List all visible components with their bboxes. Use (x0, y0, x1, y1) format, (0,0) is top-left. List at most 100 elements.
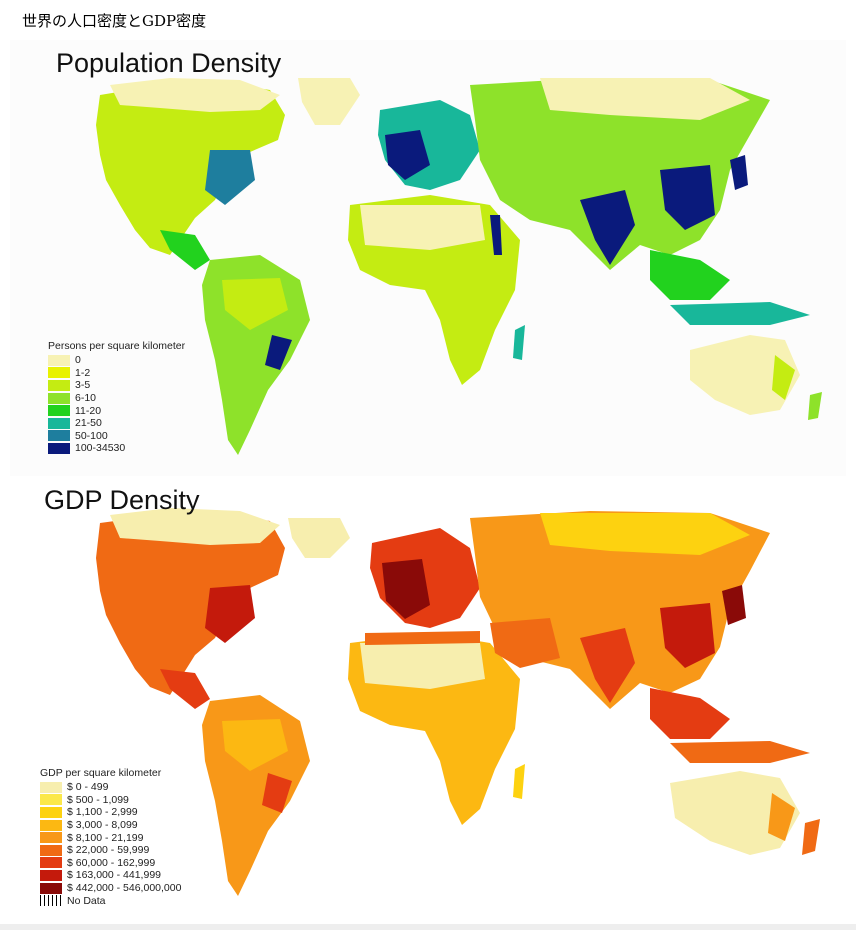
population-legend-swatch (48, 392, 70, 404)
region-nile (490, 215, 502, 255)
population-legend-items: 0 1-2 3-5 6-10 11-20 21-50 50-100 100-34530 (48, 354, 185, 455)
gdp-legend-items: $ 0 - 499 $ 500 - 1,099 $ 1,100 - 2,999 $ 3… (40, 781, 181, 894)
population-legend-label: 11-20 (75, 404, 102, 417)
gdp-legend-swatch (40, 819, 62, 831)
page-title: 世界の人口密度とGDP密度 (22, 12, 207, 30)
population-legend-title: Persons per square kilometer (48, 340, 186, 352)
gdp-legend-label: $ 442,000 - 546,000,000 (67, 882, 182, 895)
region-amazon (222, 278, 288, 330)
landmass-southeast-asia (650, 250, 730, 300)
region-sahara (360, 205, 485, 250)
population-world-map (96, 78, 822, 455)
region-australia-east (772, 355, 795, 400)
gdp-legend: GDP per square kilometer $ 0 - 499 $ 500 … (40, 767, 181, 907)
population-legend-item: 1-2 (48, 367, 185, 380)
landmass-canada-north (110, 78, 280, 112)
gdp-legend-swatch (40, 832, 62, 844)
gdp-legend-item: $ 3,000 - 8,099 (40, 819, 181, 832)
population-legend-label: 3-5 (75, 379, 91, 392)
population-legend-swatch (48, 405, 70, 417)
gdp-legend-item: $ 500 - 1,099 (40, 794, 181, 807)
population-legend-swatch (48, 379, 70, 391)
population-legend-swatch (48, 417, 70, 429)
region-east-china (660, 165, 715, 230)
region-australia-east (768, 793, 795, 841)
region-us-east (205, 585, 255, 643)
population-legend-item: 100-34530 (48, 442, 185, 455)
gdp-legend-label: $ 60,000 - 162,999 (67, 856, 156, 869)
gdp-legend-swatch (40, 857, 62, 869)
landmass-indonesia (670, 302, 810, 325)
gdp-legend-no-data: No Data (40, 894, 181, 907)
population-legend-item: 0 (48, 354, 185, 367)
gdp-legend-label: $ 1,100 - 2,999 (67, 806, 138, 819)
region-north-africa-coast (365, 631, 480, 645)
landmass-new-zealand (808, 392, 822, 420)
gdp-legend-label: $ 500 - 1,099 (67, 793, 129, 806)
region-siberia (540, 513, 750, 555)
gdp-legend-label: $ 0 - 499 (67, 781, 109, 794)
population-legend-item: 50-100 (48, 430, 185, 443)
landmass-greenland (288, 518, 350, 558)
region-brazil-coast (262, 773, 292, 813)
landmass-australia (690, 335, 800, 415)
gdp-legend-item: $ 442,000 - 546,000,000 (40, 882, 181, 895)
landmass-japan (722, 585, 746, 625)
region-siberia (540, 78, 750, 120)
region-sahara (360, 643, 485, 689)
region-western-europe (382, 559, 430, 619)
landmass-southeast-asia (650, 688, 730, 739)
gdp-legend-item: $ 1,100 - 2,999 (40, 806, 181, 819)
gdp-legend-item: $ 22,000 - 59,999 (40, 844, 181, 857)
bottom-border (0, 924, 856, 930)
population-legend-label: 100-34530 (75, 442, 126, 455)
gdp-legend-item: $ 60,000 - 162,999 (40, 857, 181, 870)
landmass-north-america (96, 513, 285, 695)
gdp-legend-swatch (40, 806, 62, 818)
population-legend-item: 3-5 (48, 379, 185, 392)
population-legend-swatch (48, 367, 70, 379)
region-amazon (222, 719, 288, 771)
gdp-legend-item: $ 0 - 499 (40, 781, 181, 794)
gdp-map-title: GDP Density (44, 485, 200, 515)
gdp-legend-item: $ 8,100 - 21,199 (40, 831, 181, 844)
landmass-japan (730, 155, 748, 190)
landmass-new-zealand (802, 819, 820, 855)
landmass-greenland (298, 78, 360, 125)
region-india (580, 190, 635, 265)
landmass-north-america (96, 82, 285, 255)
region-east-china (660, 603, 715, 668)
gdp-density-map: GDP Density GDP per square kilometer $ 0… (10, 483, 846, 920)
gdp-legend-item: $ 163,000 - 441,999 (40, 869, 181, 882)
gdp-legend-swatch (40, 794, 62, 806)
gdp-legend-swatch (40, 869, 62, 881)
population-legend-swatch (48, 430, 70, 442)
gdp-legend-label: $ 22,000 - 59,999 (67, 844, 150, 857)
landmass-madagascar (513, 325, 525, 360)
population-legend: Persons per square kilometer 0 1-2 3-5 6-10… (48, 340, 185, 455)
region-mexico (160, 230, 210, 270)
region-india (580, 628, 635, 703)
no-data-swatch (40, 895, 62, 907)
population-legend-label: 6-10 (75, 392, 97, 405)
population-legend-label: 0 (75, 354, 81, 367)
gdp-world-map (96, 508, 820, 896)
population-map-title: Population Density (56, 48, 282, 78)
gdp-legend-label: $ 3,000 - 8,099 (67, 819, 138, 832)
landmass-australia (670, 771, 800, 855)
region-us-east (205, 150, 255, 205)
gdp-legend-swatch (40, 882, 62, 894)
no-data-label: No Data (67, 894, 106, 907)
population-density-map: Population Density Persons per square ki… (10, 40, 846, 476)
region-brazil-coast (265, 335, 292, 370)
region-mexico (160, 669, 210, 709)
gdp-legend-swatch (40, 844, 62, 856)
landmass-indonesia (670, 741, 810, 763)
gdp-legend-swatch (40, 781, 62, 793)
region-western-europe (385, 130, 430, 180)
population-legend-swatch (48, 442, 70, 454)
gdp-legend-title: GDP per square kilometer (40, 767, 162, 779)
population-legend-item: 21-50 (48, 417, 185, 430)
gdp-legend-label: $ 163,000 - 441,999 (67, 869, 161, 882)
landmass-madagascar (513, 764, 525, 799)
